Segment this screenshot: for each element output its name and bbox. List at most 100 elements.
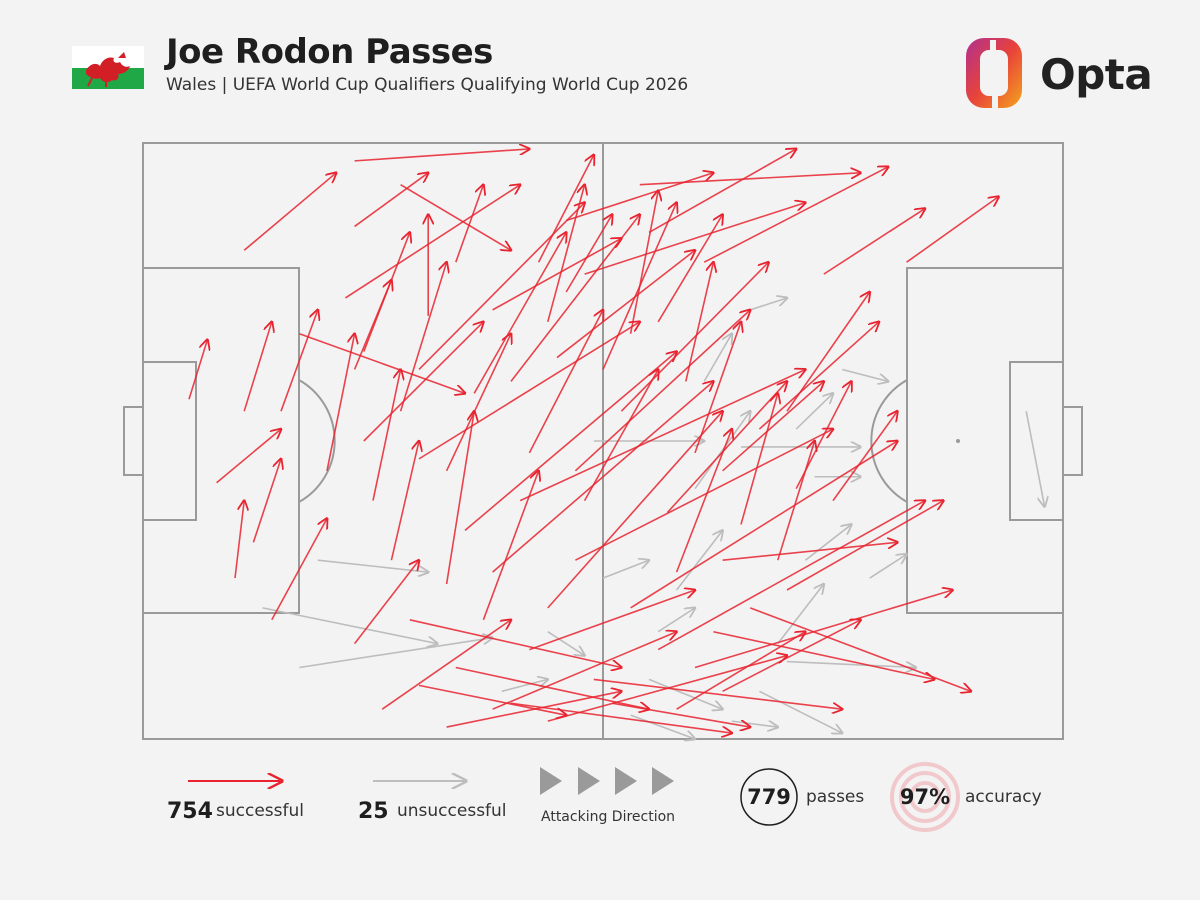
- successful-pass-8: [584, 203, 806, 275]
- unsuccessful-pass-16: [804, 524, 851, 561]
- successful-pass-58: [694, 322, 741, 454]
- right-penalty-spot: [956, 439, 960, 443]
- unsuccessful-pass-9: [675, 530, 723, 591]
- attacking-direction-arrows-icon: [540, 767, 674, 795]
- unsuccessful-label: unsuccessful: [397, 801, 507, 821]
- successful-pass-72: [583, 369, 659, 501]
- successful-pass-35: [510, 702, 732, 733]
- successful-pass-4: [639, 173, 861, 186]
- successful-pass-68: [381, 620, 511, 710]
- unsuccessful-pass-23: [602, 560, 649, 579]
- unsuccessful-pass-13: [694, 411, 750, 490]
- successful-pass-5: [537, 155, 594, 263]
- unsuccessful-pass-18: [657, 608, 695, 633]
- successful-pass-28: [519, 369, 805, 502]
- attacking-direction-label: Attacking Direction: [541, 809, 676, 825]
- successful-pass-56: [657, 215, 722, 323]
- unsuccessful-pass-2: [262, 607, 438, 644]
- successful-pass-49: [556, 250, 695, 359]
- successful-pass-43: [722, 381, 824, 472]
- successful-pass-81: [418, 203, 585, 371]
- successful-pass-50: [473, 232, 566, 394]
- wales-flag-icon: [72, 46, 144, 89]
- successful-pass-24: [418, 322, 640, 460]
- successful-count: 754: [167, 799, 213, 824]
- successful-pass-66: [547, 656, 787, 722]
- successful-pass-60: [445, 411, 475, 585]
- successful-pass-34: [593, 678, 842, 709]
- successful-pass-36: [455, 666, 649, 709]
- successful-pass-22: [363, 322, 484, 442]
- successful-pass-78: [832, 411, 897, 502]
- left-penalty-box: [142, 267, 300, 614]
- successful-pass-41: [620, 262, 768, 412]
- successful-pass-57: [685, 262, 714, 382]
- right-penalty-box: [906, 267, 1064, 614]
- successful-pass-1: [354, 149, 530, 162]
- successful-pass-21: [299, 332, 465, 394]
- unsuccessful-pass-17: [731, 721, 778, 727]
- passes-label: passes: [806, 787, 865, 807]
- successful-pass-77: [795, 381, 851, 490]
- right-six-yard-box: [1009, 361, 1064, 521]
- successful-pass-20: [353, 560, 419, 645]
- successful-pass-6: [565, 173, 713, 222]
- successful-pass-9: [703, 167, 888, 263]
- successful-pass-25: [464, 352, 677, 532]
- successful-pass-33: [713, 630, 934, 680]
- successful-pass-52: [399, 262, 447, 412]
- successful-pass-29: [575, 429, 833, 561]
- successful-label: successful: [216, 801, 304, 821]
- successful-pass-69: [612, 702, 750, 727]
- left-six-yard-box: [142, 361, 197, 521]
- successful-pass-76: [777, 441, 815, 561]
- successful-pass-40: [574, 310, 750, 472]
- right-penalty-arc: [870, 379, 908, 503]
- successful-pass-61: [390, 441, 419, 561]
- successful-pass-83: [455, 185, 484, 263]
- successful-pass-26: [492, 381, 714, 573]
- successful-pass-17: [216, 429, 281, 484]
- unsuccessful-pass-21: [501, 679, 548, 693]
- successful-pass-55: [547, 185, 585, 323]
- successful-pass-80: [492, 238, 622, 311]
- successful-pass-47: [758, 322, 879, 430]
- accuracy-value: 97%: [899, 785, 951, 809]
- successful-pass-31: [657, 501, 925, 651]
- successful-pass-64: [280, 310, 318, 412]
- successful-pass-63: [326, 334, 355, 471]
- opta-logo-text: Opta: [1040, 50, 1153, 99]
- unsuccessful-pass-10: [547, 631, 585, 656]
- successful-passes: [188, 149, 999, 733]
- successful-pass-73: [528, 310, 603, 454]
- successful-pass-14: [188, 340, 207, 400]
- unsuccessful-pass-22: [749, 298, 787, 311]
- unsuccessful-pass-5: [1025, 411, 1044, 506]
- unsuccessful-count: 25: [358, 799, 389, 824]
- successful-pass-74: [675, 429, 732, 573]
- successful-pass-71: [722, 620, 861, 693]
- successful-pass-0: [243, 173, 336, 251]
- successful-pass-39: [529, 590, 695, 651]
- opta-logo-icon: [966, 38, 1022, 108]
- successful-pass-70: [676, 632, 806, 710]
- successful-pass-46: [786, 501, 943, 591]
- successful-pass-67: [446, 691, 622, 728]
- unsuccessful-passes: [262, 298, 1045, 739]
- successful-pass-2: [400, 184, 511, 251]
- unsuccessful-pass-19: [869, 554, 907, 579]
- successful-pass-18: [234, 501, 244, 579]
- pitch-pass-map: [123, 142, 1083, 760]
- unsuccessful-pass-24: [795, 393, 833, 430]
- successful-pass-7: [648, 149, 796, 234]
- successful-pass-27: [547, 411, 723, 609]
- unsuccessful-pass-3: [299, 638, 492, 669]
- successful-pass-82: [363, 232, 410, 352]
- successful-pass-75: [740, 393, 778, 525]
- left-penalty-arc: [298, 379, 336, 503]
- successful-pass-19: [271, 518, 327, 621]
- successful-pass-54: [629, 191, 659, 334]
- successful-pass-37: [409, 619, 622, 668]
- right-goal: [1062, 406, 1083, 476]
- successful-pass-84: [565, 215, 612, 293]
